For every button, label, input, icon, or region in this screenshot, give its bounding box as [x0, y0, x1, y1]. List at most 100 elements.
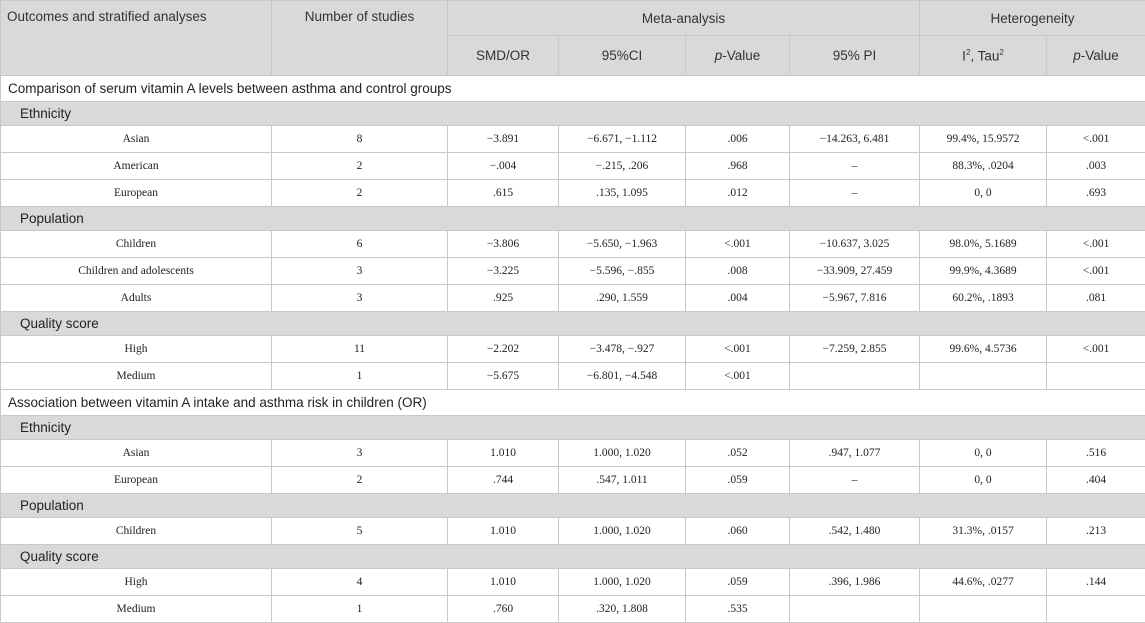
pi-cell	[790, 363, 920, 390]
smd-or-cell: 1.010	[448, 569, 559, 596]
section-header-row: Comparison of serum vitamin A levels bet…	[1, 76, 1145, 102]
ci-cell: .547, 1.011	[559, 467, 686, 494]
header-i2-tau2: I2, Tau2	[920, 36, 1047, 76]
studies-cell: 2	[272, 467, 448, 494]
subgroup-title: Population	[1, 494, 1145, 518]
heterogeneity-p-cell	[1047, 596, 1145, 623]
section-title: Comparison of serum vitamin A levels bet…	[1, 76, 1145, 102]
p-value-cell: .535	[686, 596, 790, 623]
ci-cell: −3.478, −.927	[559, 336, 686, 363]
heterogeneity-p-cell: <.001	[1047, 336, 1145, 363]
row-label: High	[1, 336, 272, 363]
row-label: Medium	[1, 363, 272, 390]
studies-cell: 2	[272, 180, 448, 207]
p-value-cell: .059	[686, 569, 790, 596]
pi-cell: –	[790, 467, 920, 494]
i2-tau2-cell: 0, 0	[920, 440, 1047, 467]
heterogeneity-p-cell: .516	[1047, 440, 1145, 467]
p-value-cell: .968	[686, 153, 790, 180]
ci-cell: 1.000, 1.020	[559, 569, 686, 596]
pi-cell: .396, 1.986	[790, 569, 920, 596]
studies-cell: 3	[272, 440, 448, 467]
p-value-cell: .052	[686, 440, 790, 467]
pi-cell: .947, 1.077	[790, 440, 920, 467]
pi-cell: −5.967, 7.816	[790, 285, 920, 312]
subgroup-row: Population	[1, 207, 1145, 231]
smd-or-cell: −5.675	[448, 363, 559, 390]
header-outcomes: Outcomes and stratified analyses	[1, 1, 272, 76]
i2-tau2-cell: 88.3%, .0204	[920, 153, 1047, 180]
i2-tau2-cell: 31.3%, .0157	[920, 518, 1047, 545]
subgroup-row: Ethnicity	[1, 416, 1145, 440]
smd-or-cell: .615	[448, 180, 559, 207]
ci-cell: .135, 1.095	[559, 180, 686, 207]
heterogeneity-p-cell: .003	[1047, 153, 1145, 180]
header-95pi: 95% PI	[790, 36, 920, 76]
ci-cell: 1.000, 1.020	[559, 518, 686, 545]
pi-cell: −7.259, 2.855	[790, 336, 920, 363]
header-p-value: p-Value	[686, 36, 790, 76]
p-value-cell: <.001	[686, 363, 790, 390]
studies-cell: 1	[272, 363, 448, 390]
smd-or-cell: −3.225	[448, 258, 559, 285]
heterogeneity-p-cell: <.001	[1047, 258, 1145, 285]
studies-cell: 2	[272, 153, 448, 180]
ci-cell: −.215, .206	[559, 153, 686, 180]
header-meta-analysis: Meta-analysis	[448, 1, 920, 36]
ci-cell: −5.650, −1.963	[559, 231, 686, 258]
ci-cell: .290, 1.559	[559, 285, 686, 312]
studies-cell: 11	[272, 336, 448, 363]
p-value-cell: .059	[686, 467, 790, 494]
i2-tau2-cell: 60.2%, .1893	[920, 285, 1047, 312]
i2-tau2-cell	[920, 596, 1047, 623]
i2-tau2-cell: 98.0%, 5.1689	[920, 231, 1047, 258]
row-label: Medium	[1, 596, 272, 623]
pi-cell: –	[790, 153, 920, 180]
row-label: Children	[1, 231, 272, 258]
heterogeneity-p-cell: <.001	[1047, 231, 1145, 258]
subgroup-title: Quality score	[1, 312, 1145, 336]
header-tau-sup: 2	[999, 48, 1003, 57]
studies-cell: 3	[272, 258, 448, 285]
row-label: Adults	[1, 285, 272, 312]
ci-cell: −6.801, −4.548	[559, 363, 686, 390]
row-label: European	[1, 180, 272, 207]
studies-cell: 1	[272, 596, 448, 623]
heterogeneity-p-cell: .144	[1047, 569, 1145, 596]
p-value-cell: .006	[686, 126, 790, 153]
p-value-cell: <.001	[686, 231, 790, 258]
i2-tau2-cell: 99.9%, 4.3689	[920, 258, 1047, 285]
p-value-cell: .060	[686, 518, 790, 545]
row-label: European	[1, 467, 272, 494]
studies-cell: 6	[272, 231, 448, 258]
pi-cell: .542, 1.480	[790, 518, 920, 545]
header-hp-rest: -Value	[1081, 48, 1119, 63]
ci-cell: −5.596, −.855	[559, 258, 686, 285]
heterogeneity-p-cell: .081	[1047, 285, 1145, 312]
pi-cell: –	[790, 180, 920, 207]
header-heterogeneity: Heterogeneity	[920, 1, 1145, 36]
pi-cell: −10.637, 3.025	[790, 231, 920, 258]
ci-cell: −6.671, −1.112	[559, 126, 686, 153]
i2-tau2-cell: 99.6%, 4.5736	[920, 336, 1047, 363]
header-smd-or: SMD/OR	[448, 36, 559, 76]
section-header-row: Association between vitamin A intake and…	[1, 390, 1145, 416]
pi-cell: −14.263, 6.481	[790, 126, 920, 153]
header-number-of-studies: Number of studies	[272, 1, 448, 76]
subgroup-title: Ethnicity	[1, 416, 1145, 440]
smd-or-cell: −3.806	[448, 231, 559, 258]
i2-tau2-cell: 0, 0	[920, 180, 1047, 207]
smd-or-cell: .925	[448, 285, 559, 312]
p-value-cell: .012	[686, 180, 790, 207]
smd-or-cell: .760	[448, 596, 559, 623]
subgroup-row: Ethnicity	[1, 102, 1145, 126]
